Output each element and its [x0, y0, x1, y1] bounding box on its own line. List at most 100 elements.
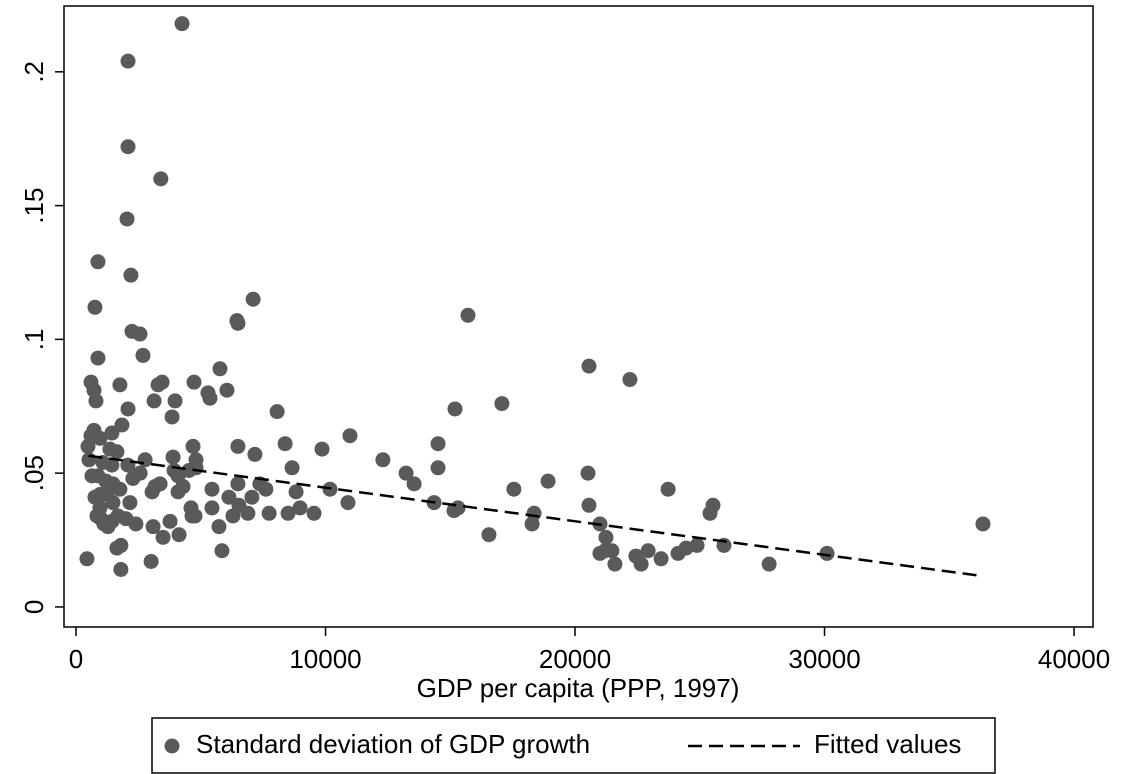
data-point: [598, 529, 614, 545]
data-point: [342, 428, 358, 444]
data-point: [146, 393, 162, 409]
data-point: [622, 372, 638, 388]
data-point: [122, 495, 138, 511]
data-point: [284, 460, 300, 476]
data-point: [430, 436, 446, 452]
data-point: [221, 489, 237, 505]
data-point: [261, 505, 277, 521]
data-point: [123, 267, 139, 283]
data-point: [171, 527, 187, 543]
data-point: [87, 299, 103, 315]
data-point: [90, 254, 106, 270]
data-point: [306, 505, 322, 521]
data-point: [212, 361, 228, 377]
data-point: [258, 481, 274, 497]
data-point: [245, 291, 261, 307]
data-point: [92, 430, 108, 446]
data-point: [204, 481, 220, 497]
data-point: [460, 307, 476, 323]
data-point: [633, 556, 649, 572]
data-point: [88, 393, 104, 409]
data-point: [204, 500, 220, 516]
data-point: [314, 441, 330, 457]
data-point: [120, 53, 136, 69]
data-point: [761, 556, 777, 572]
data-point: [120, 139, 136, 155]
data-point: [247, 446, 263, 462]
data-point: [607, 556, 623, 572]
data-point: [494, 396, 510, 412]
data-point: [506, 481, 522, 497]
data-point: [225, 508, 241, 524]
data-point: [975, 516, 991, 532]
x-tick-label: 30000: [788, 644, 860, 674]
data-point: [604, 543, 620, 559]
data-point: [580, 465, 596, 481]
data-point: [145, 519, 161, 535]
data-point: [240, 505, 256, 521]
data-point: [230, 438, 246, 454]
data-point: [280, 505, 296, 521]
data-point: [120, 401, 136, 417]
data-point: [653, 551, 669, 567]
data-point: [660, 481, 676, 497]
data-point: [132, 326, 148, 342]
data-point: [581, 497, 597, 513]
data-point: [135, 347, 151, 363]
data-point: [137, 452, 153, 468]
data-point: [375, 452, 391, 468]
data-point: [277, 436, 293, 452]
data-point: [84, 468, 100, 484]
y-tick-label: 0: [19, 600, 49, 614]
data-point: [112, 481, 128, 497]
data-point: [104, 425, 120, 441]
y-tick-label: .15: [19, 188, 49, 224]
data-point: [244, 489, 260, 505]
data-point: [214, 543, 230, 559]
data-point: [406, 476, 422, 492]
data-point: [185, 438, 201, 454]
data-point: [219, 382, 235, 398]
x-tick-label: 40000: [1038, 644, 1110, 674]
x-tick-label: 20000: [539, 644, 611, 674]
data-point: [230, 315, 246, 331]
x-tick-label: 0: [69, 644, 83, 674]
data-point: [113, 561, 129, 577]
data-point: [184, 508, 200, 524]
data-point: [202, 390, 218, 406]
data-point: [640, 543, 656, 559]
data-point: [102, 441, 118, 457]
legend-label: Fitted values: [814, 729, 961, 759]
y-tick-label: .2: [19, 61, 49, 83]
data-point: [79, 551, 95, 567]
data-point: [95, 454, 111, 470]
data-point: [174, 16, 190, 32]
x-tick-label: 10000: [289, 644, 361, 674]
data-point: [164, 409, 180, 425]
data-point: [167, 393, 183, 409]
data-point: [175, 479, 191, 495]
data-point: [165, 449, 181, 465]
data-point: [143, 553, 159, 569]
data-point: [153, 171, 169, 187]
data-point: [288, 484, 304, 500]
data-point: [128, 516, 144, 532]
data-point: [540, 473, 556, 489]
data-point: [447, 401, 463, 417]
data-point: [147, 479, 163, 495]
data-point: [689, 537, 705, 553]
legend-label: Standard deviation of GDP growth: [196, 729, 590, 759]
data-point: [430, 460, 446, 476]
data-point: [481, 527, 497, 543]
data-point: [581, 358, 597, 374]
data-point: [109, 540, 125, 556]
data-point: [155, 529, 171, 545]
data-point: [269, 404, 285, 420]
data-point: [99, 487, 115, 503]
data-point: [162, 513, 178, 529]
data-point: [119, 211, 135, 227]
data-point: [819, 545, 835, 561]
data-point: [526, 505, 542, 521]
data-point: [702, 505, 718, 521]
